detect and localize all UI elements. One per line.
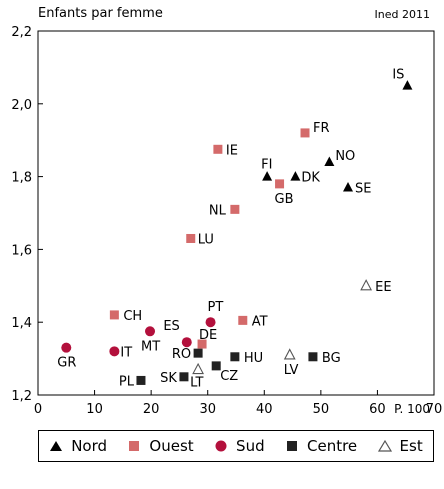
circle-icon — [215, 440, 227, 452]
point-lu — [186, 233, 196, 243]
triangle-icon — [50, 441, 63, 451]
point-de — [197, 339, 207, 349]
point-label-fi: FI — [261, 158, 272, 173]
x-tick-label: 40 — [256, 402, 273, 417]
point-label-nl: NL — [209, 203, 227, 218]
point-lv — [283, 348, 296, 360]
legend-label-sud: Sud — [236, 437, 265, 455]
point-sk — [179, 372, 189, 382]
source-label: Ined 2011 — [374, 8, 430, 21]
point-pl — [136, 375, 146, 385]
point-gr — [61, 342, 72, 353]
point-label-bg: BG — [322, 351, 341, 366]
point-label-fr: FR — [313, 121, 330, 136]
point-gb — [275, 179, 285, 189]
point-label-pt: PT — [208, 300, 224, 315]
legend-label-nord: Nord — [71, 437, 108, 455]
point-dk — [290, 171, 301, 181]
point-label-no: NO — [335, 149, 355, 164]
point-fr — [300, 128, 310, 138]
scatter-chart: 0 10 20 30 40 50 60 70 1,2 1,4 1,6 1,8 2,0 2,2 IS NO FI D… — [11, 25, 443, 417]
point-no — [324, 156, 335, 167]
point-label-lu: LU — [198, 232, 214, 247]
legend-label-est: Est — [399, 437, 423, 455]
legend-item-centre: Centre — [285, 437, 357, 455]
y-tick-label: 1,2 — [11, 389, 32, 404]
point-ee — [360, 279, 373, 291]
point-label-pl: PL — [119, 374, 135, 389]
x-tick-label: 60 — [369, 402, 386, 417]
x-tick-label: 20 — [143, 402, 160, 417]
point-label-cz: CZ — [220, 369, 238, 384]
point-label-mt: MT — [141, 339, 160, 354]
legend: Nord Ouest Sud Centre Est — [38, 430, 434, 462]
point-se — [343, 182, 354, 192]
point-label-ro: RO — [172, 347, 191, 362]
point-label-at: AT — [252, 314, 268, 329]
y-tick-label: 1,8 — [11, 171, 32, 186]
x-tick-label: 30 — [199, 402, 216, 417]
point-is — [402, 80, 413, 90]
legend-item-est: Est — [377, 437, 423, 455]
legend-label-centre: Centre — [307, 437, 358, 455]
point-label-lt: LT — [190, 376, 203, 391]
point-es — [181, 337, 192, 348]
point-label-dk: DK — [301, 171, 320, 186]
point-mt — [145, 326, 156, 337]
y-tick-label: 2,0 — [11, 98, 32, 113]
point-fi — [262, 171, 273, 181]
point-label-es: ES — [163, 319, 179, 334]
point-label-hu: HU — [244, 351, 263, 366]
point-nl — [230, 204, 240, 214]
point-label-gr: GR — [57, 356, 76, 371]
legend-item-nord: Nord — [49, 437, 107, 455]
point-label-ie: IE — [226, 143, 238, 158]
point-label-ch: CH — [123, 309, 142, 324]
point-label-se: SE — [355, 182, 371, 197]
point-ch — [109, 310, 119, 320]
y-axis-title: Enfants par femme — [38, 6, 163, 21]
point-cz — [211, 361, 221, 371]
legend-item-sud: Sud — [214, 437, 265, 455]
x-tick-label: 50 — [313, 402, 330, 417]
point-pt — [205, 317, 216, 328]
point-label-de: DE — [199, 328, 217, 343]
square-icon — [287, 441, 297, 451]
point-ie — [213, 144, 223, 154]
x-tick-label: 10 — [86, 402, 103, 417]
plot-frame — [37, 30, 435, 396]
y-tick-label: 2,2 — [11, 25, 32, 40]
point-hu — [230, 352, 240, 362]
point-it — [109, 346, 120, 357]
point-label-lv: LV — [284, 363, 299, 378]
legend-label-ouest: Ouest — [149, 437, 194, 455]
x-tick-label: 0 — [34, 402, 42, 417]
y-tick-label: 1,6 — [11, 243, 32, 258]
x-tick-label: 70 — [426, 402, 443, 417]
point-label-ee: EE — [375, 280, 391, 295]
point-label-gb: GB — [275, 192, 294, 207]
square-icon — [129, 441, 140, 451]
y-tick-label: 1,4 — [11, 316, 32, 331]
point-label-is: IS — [392, 68, 404, 83]
point-label-it: IT — [120, 345, 132, 360]
point-bg — [308, 352, 318, 362]
open-triangle-icon — [377, 439, 392, 452]
point-ro — [193, 348, 203, 358]
point-label-sk: SK — [160, 371, 177, 386]
x-axis-title: P. 100 — [394, 402, 430, 416]
point-at — [238, 315, 248, 325]
point-lt — [192, 362, 205, 375]
legend-item-ouest: Ouest — [127, 437, 194, 455]
